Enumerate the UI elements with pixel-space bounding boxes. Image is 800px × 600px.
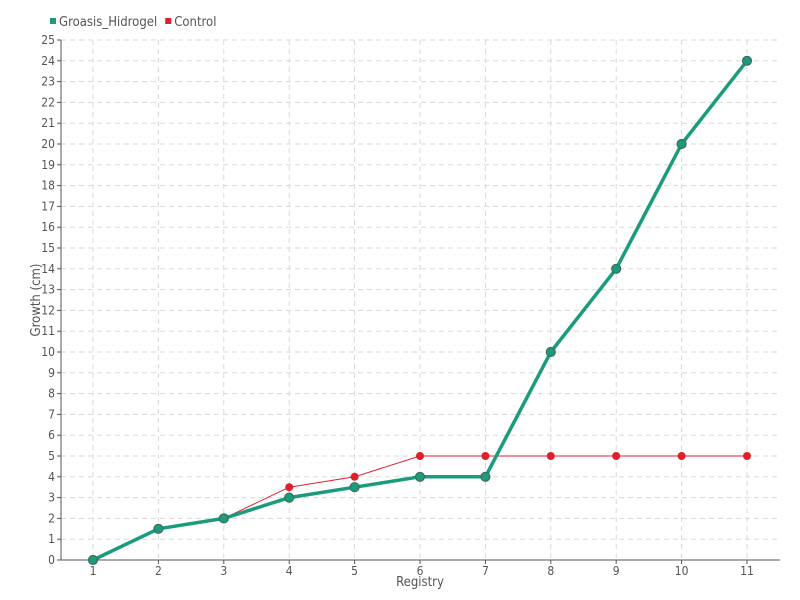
series-1-point bbox=[676, 138, 687, 150]
y-tick-label: 9 bbox=[48, 366, 55, 380]
legend-label-series-2: Control bbox=[174, 15, 216, 30]
x-tick-label: 5 bbox=[351, 564, 358, 578]
legend-swatch-series-1 bbox=[50, 18, 56, 24]
y-tick-label: 15 bbox=[41, 241, 55, 255]
series-2-point bbox=[481, 452, 490, 460]
series-1-point bbox=[284, 492, 295, 503]
y-tick-label: 6 bbox=[48, 428, 55, 442]
y-tick-label: 25 bbox=[41, 33, 55, 47]
y-tick-label: 23 bbox=[41, 75, 55, 89]
y-tick-label: 16 bbox=[41, 220, 55, 234]
series-1-point bbox=[153, 523, 164, 534]
x-tick-label: 3 bbox=[220, 564, 227, 578]
series-2-point bbox=[546, 452, 555, 460]
series-1-point bbox=[611, 263, 622, 274]
y-tick-label: 12 bbox=[41, 303, 55, 317]
y-tick-label: 11 bbox=[41, 324, 55, 338]
y-tick-label: 18 bbox=[41, 179, 55, 193]
series-2-point bbox=[743, 452, 751, 460]
y-tick-label: 5 bbox=[48, 449, 55, 463]
y-tick-label: 24 bbox=[41, 54, 55, 68]
x-tick-label: 11 bbox=[740, 564, 754, 578]
series-2-point bbox=[416, 452, 424, 460]
grid bbox=[61, 39, 780, 560]
x-tick-label: 2 bbox=[155, 564, 162, 578]
series-2-point bbox=[677, 452, 686, 460]
y-tick-label: 22 bbox=[41, 95, 55, 109]
y-tick-label: 14 bbox=[41, 262, 55, 276]
series-1-point bbox=[545, 346, 556, 358]
y-tick-label: 7 bbox=[48, 407, 55, 421]
y-tick-label: 4 bbox=[48, 470, 55, 484]
y-tick-label: 10 bbox=[41, 345, 55, 359]
series-layer bbox=[87, 55, 753, 566]
y-tick-label: 8 bbox=[48, 387, 55, 401]
legend: Groasis_Hidrogel Control bbox=[50, 15, 216, 30]
y-axis-title: Growth (cm) bbox=[29, 264, 44, 337]
y-tick-label: 21 bbox=[41, 116, 55, 130]
series-2-point bbox=[350, 472, 359, 481]
series-1-point bbox=[414, 471, 426, 482]
legend-swatch-series-2 bbox=[165, 18, 172, 24]
legend-label-series-1: Groasis_Hidrogel bbox=[59, 15, 157, 30]
y-tick-label: 2 bbox=[48, 511, 55, 525]
x-tick-label: 9 bbox=[613, 564, 620, 578]
y-tick-label: 1 bbox=[48, 532, 55, 546]
x-tick-label: 6 bbox=[417, 564, 424, 578]
y-tick-label: 0 bbox=[48, 553, 55, 567]
series-1-point bbox=[480, 471, 491, 482]
x-tick-label: 4 bbox=[286, 564, 293, 578]
x-tick-label: 8 bbox=[547, 564, 554, 578]
series-1-point bbox=[741, 55, 753, 66]
y-tick-label: 20 bbox=[41, 137, 55, 151]
x-tick-label: 10 bbox=[675, 564, 689, 578]
series-1-point bbox=[218, 513, 229, 524]
series-2-point bbox=[612, 452, 621, 460]
series-2-point bbox=[285, 483, 294, 492]
y-tick-label: 3 bbox=[48, 491, 55, 505]
series-1-point bbox=[87, 554, 99, 566]
axes: 0123456789101112131415161718192021222324… bbox=[41, 33, 780, 578]
x-tick-label: 7 bbox=[482, 564, 489, 578]
x-axis-title: Registry bbox=[396, 575, 444, 590]
y-tick-label: 19 bbox=[41, 158, 55, 172]
series-1-point bbox=[349, 482, 360, 493]
y-tick-label: 13 bbox=[41, 283, 55, 297]
y-tick-label: 17 bbox=[41, 199, 55, 213]
x-tick-label: 1 bbox=[90, 564, 97, 578]
